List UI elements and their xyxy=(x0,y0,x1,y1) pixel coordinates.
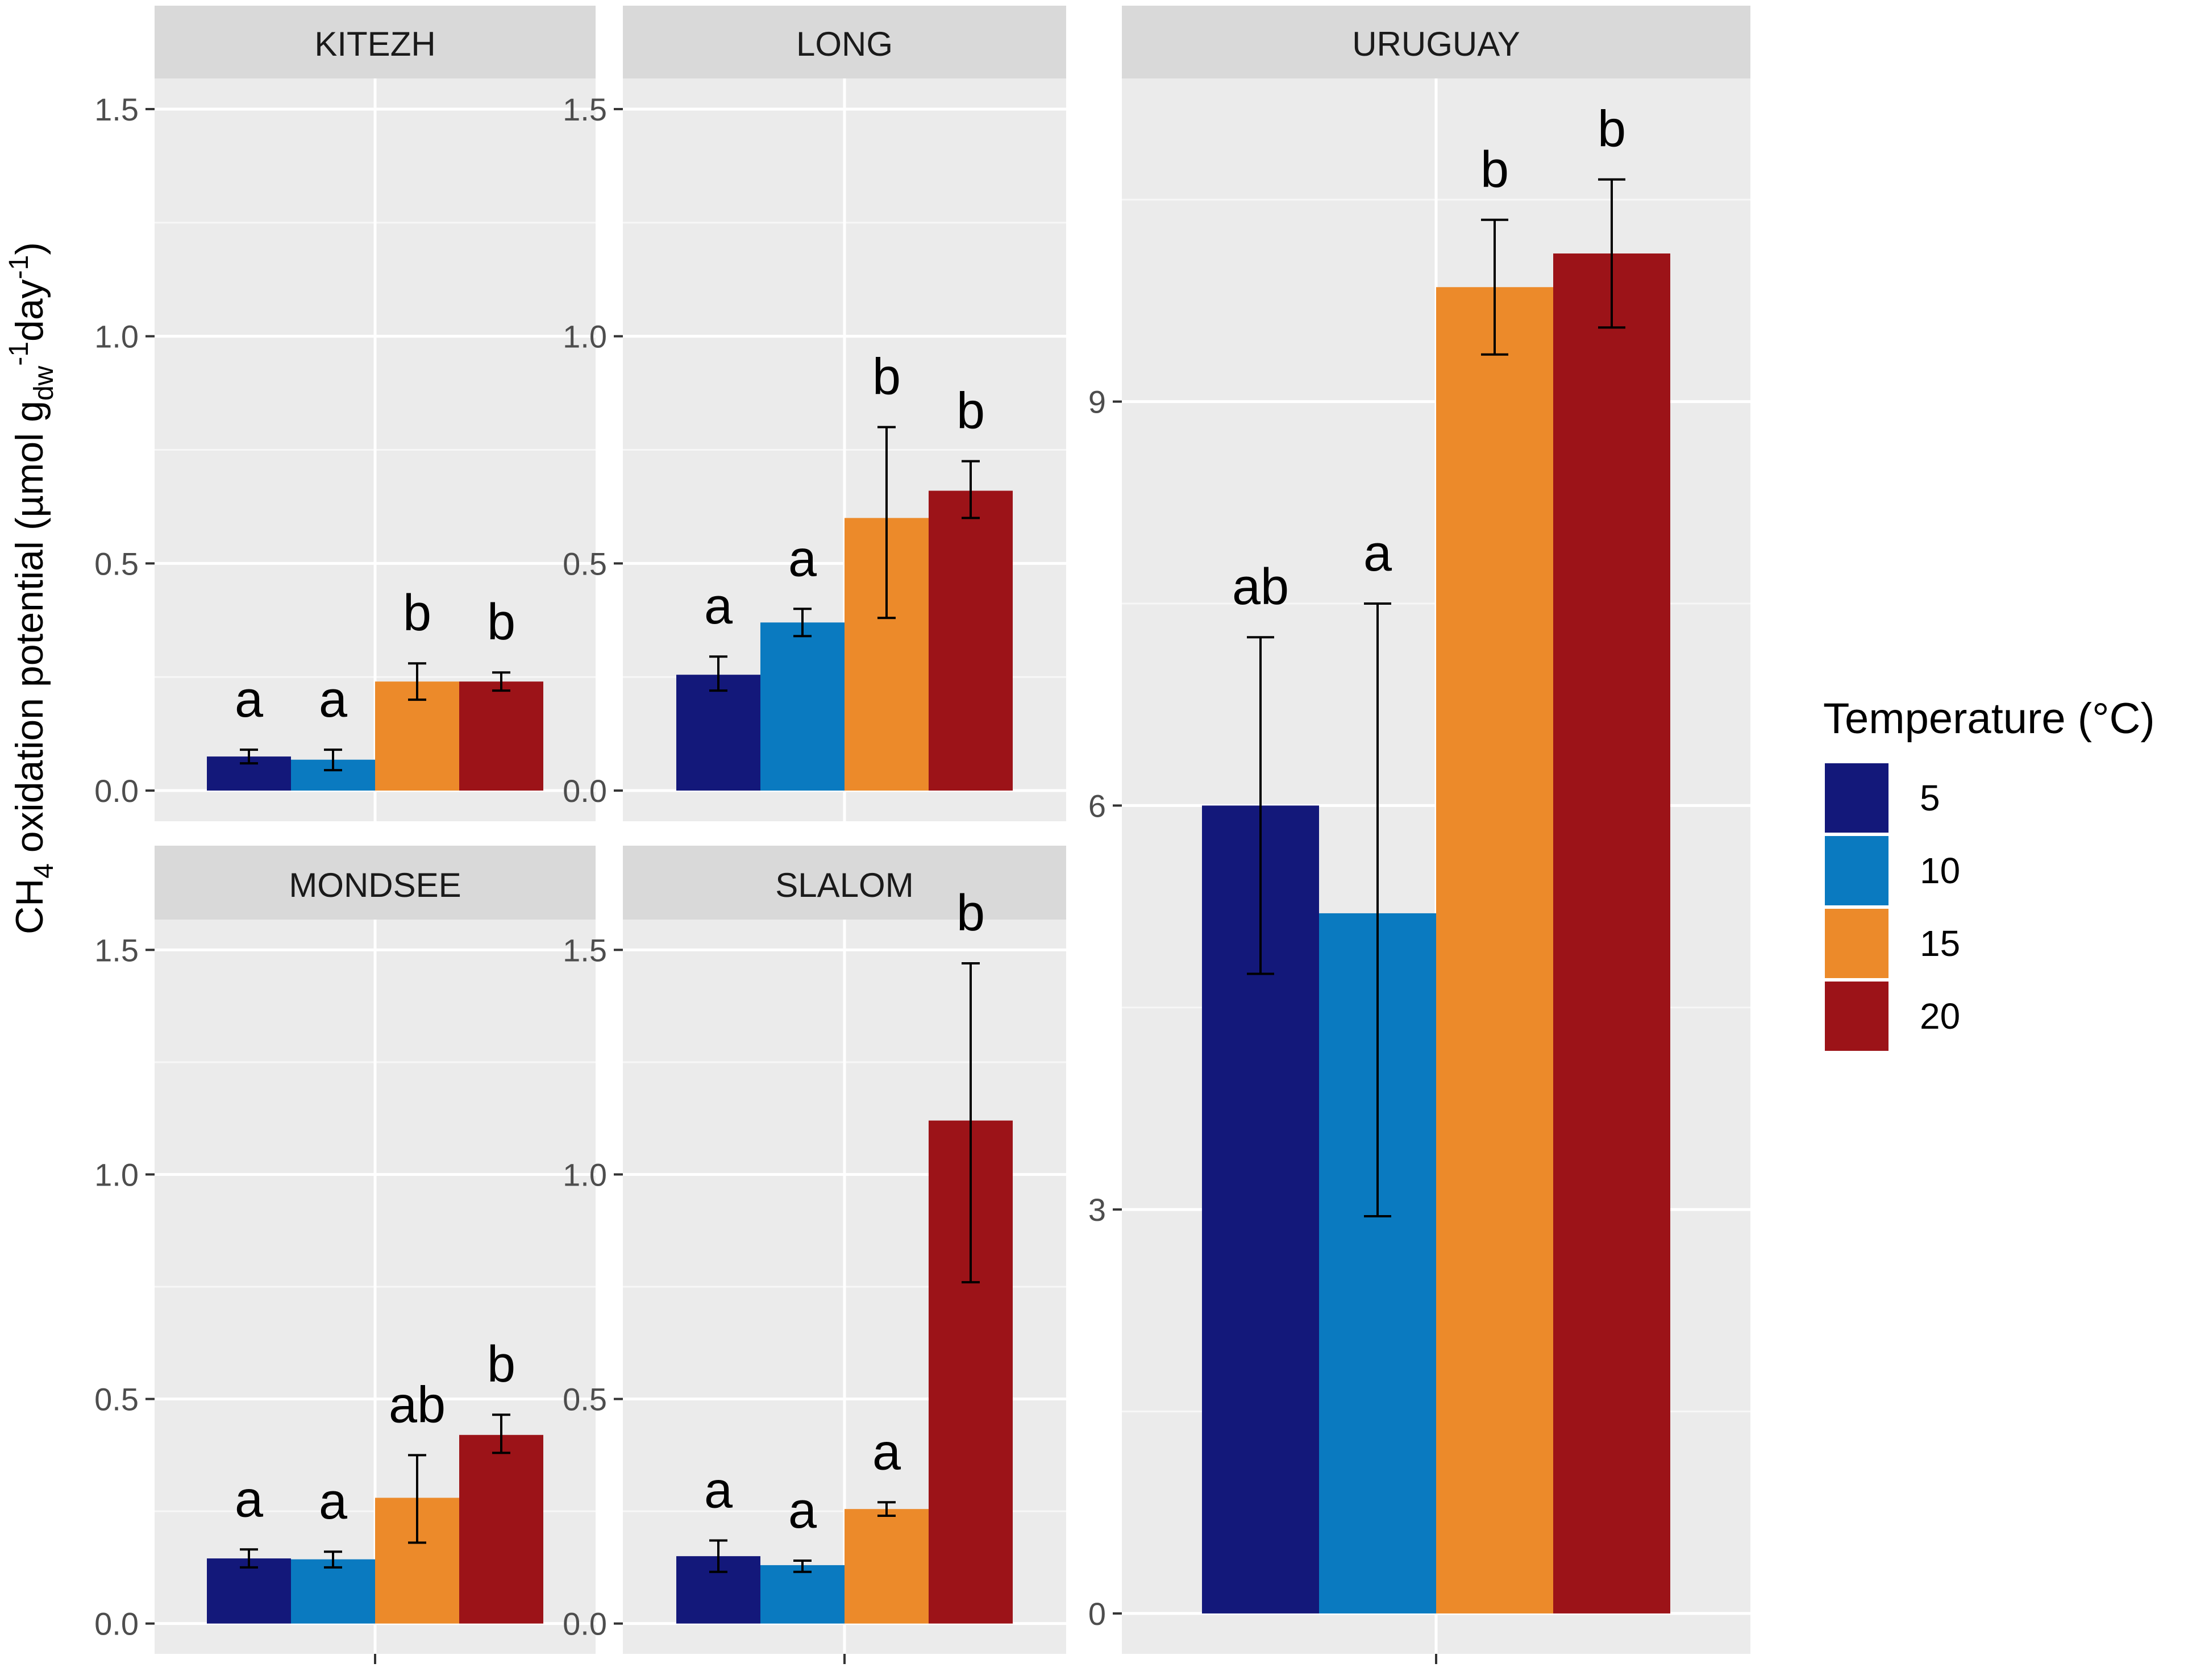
y-tick-label-uruguay: 9 xyxy=(1088,384,1106,420)
y-tick-label-kitezh: 1.5 xyxy=(94,92,139,127)
y-tick-label-long: 0.5 xyxy=(563,546,607,581)
y-tick-label-uruguay: 0 xyxy=(1088,1596,1106,1632)
y-axis-title-main: oxidation potential (µmol g xyxy=(8,401,51,863)
legend-label-10: 10 xyxy=(1920,850,1960,891)
y-tick-label-mondsee: 0.5 xyxy=(94,1382,139,1417)
y-tick-label-slalom: 0.5 xyxy=(563,1382,607,1417)
significance-letter-kitezh-20c: b xyxy=(487,594,515,651)
y-axis-title-ch4-subscript: 4 xyxy=(29,863,59,879)
significance-letter-long-5c: a xyxy=(704,578,733,635)
significance-letter-kitezh-5c: a xyxy=(235,671,264,728)
strip-slalom xyxy=(623,846,1066,920)
y-tick-label-uruguay: 3 xyxy=(1088,1192,1106,1228)
strip-label-kitezh: KITEZH xyxy=(314,25,435,63)
significance-letter-uruguay-20c: b xyxy=(1598,101,1626,158)
significance-letter-mondsee-5c: a xyxy=(235,1471,264,1528)
y-tick-label-kitezh: 0.5 xyxy=(94,546,139,581)
strip-kitezh xyxy=(155,6,596,78)
y-tick-label-mondsee: 0.0 xyxy=(94,1606,139,1642)
bar-uruguay-20c xyxy=(1553,253,1670,1614)
strip-label-slalom: SLALOM xyxy=(775,866,913,904)
y-tick-label-long: 1.5 xyxy=(563,92,607,127)
y-tick-label-kitezh: 1.0 xyxy=(94,319,139,355)
strip-long xyxy=(623,6,1066,78)
y-axis-title-dw-subscript: dw xyxy=(29,365,59,401)
y-tick-label-mondsee: 1.0 xyxy=(94,1157,139,1192)
legend-key-15 xyxy=(1821,905,1892,982)
significance-letter-mondsee-20c: b xyxy=(487,1336,515,1393)
legend-key-5 xyxy=(1821,760,1892,836)
y-axis-title-day-exponent: -1 xyxy=(4,255,34,280)
facet-long: LONG 0.0 0.5 1.0 1.5 aa bb xyxy=(563,6,1066,821)
bar-slalom-10c xyxy=(760,1565,845,1624)
significance-letter-uruguay-15c: b xyxy=(1480,142,1509,198)
legend: Temperature (°C) 5 10 15 20 xyxy=(1821,695,2155,1054)
significance-letter-slalom-5c: a xyxy=(704,1462,733,1519)
significance-letter-long-10c: a xyxy=(788,530,817,587)
strip-label-uruguay: URUGUAY xyxy=(1352,25,1520,63)
significance-letter-slalom-15c: a xyxy=(872,1424,901,1481)
significance-letter-slalom-20c: b xyxy=(956,885,985,942)
y-axis-title: CH4 oxidation potential (µmol gdw-1day-1… xyxy=(4,242,59,934)
y-tick-label-long: 1.0 xyxy=(563,319,607,355)
significance-letter-slalom-10c: a xyxy=(788,1482,817,1539)
significance-letter-kitezh-10c: a xyxy=(319,671,348,728)
y-tick-label-mondsee: 1.5 xyxy=(94,932,139,968)
bar-mondsee-20c xyxy=(459,1434,543,1624)
bar-long-10c xyxy=(760,622,845,791)
bar-kitezh-20c xyxy=(459,681,543,791)
legend-label-15: 15 xyxy=(1920,923,1960,964)
bar-uruguay-15c xyxy=(1436,287,1553,1614)
y-tick-label-uruguay: 6 xyxy=(1088,788,1106,824)
y-axis-title-close: ) xyxy=(8,242,51,255)
legend-key-10 xyxy=(1821,833,1892,909)
y-axis-title-day: day xyxy=(8,279,51,342)
y-tick-label-kitezh: 0.0 xyxy=(94,773,139,809)
y-axis-title-minus-one-exponent: -1 xyxy=(4,342,34,366)
strip-label-long: LONG xyxy=(796,25,893,63)
y-tick-label-slalom: 0.0 xyxy=(563,1606,607,1642)
bar-slalom-15c xyxy=(845,1509,929,1624)
legend-title: Temperature (°C) xyxy=(1823,695,2155,743)
bar-mondsee-10c xyxy=(291,1559,375,1624)
significance-letter-long-20c: b xyxy=(956,382,985,439)
y-axis-title-ch: CH xyxy=(8,879,51,934)
significance-letter-long-15c: b xyxy=(872,349,901,406)
significance-letter-uruguay-5c: ab xyxy=(1232,559,1289,616)
significance-letter-mondsee-10c: a xyxy=(319,1473,348,1530)
bar-mondsee-5c xyxy=(207,1558,291,1624)
legend-label-20: 20 xyxy=(1920,996,1960,1037)
significance-letter-mondsee-15c: ab xyxy=(389,1377,446,1433)
strip-mondsee xyxy=(155,846,596,920)
bar-long-5c xyxy=(676,675,760,791)
significance-letter-uruguay-10c: a xyxy=(1363,525,1392,582)
y-tick-label-slalom: 1.5 xyxy=(563,932,607,968)
bar-long-20c xyxy=(929,490,1013,791)
strip-label-mondsee: MONDSEE xyxy=(289,866,461,904)
legend-key-20 xyxy=(1821,978,1892,1054)
y-tick-label-slalom: 1.0 xyxy=(563,1157,607,1192)
y-tick-label-long: 0.0 xyxy=(563,773,607,809)
strip-uruguay xyxy=(1122,6,1750,78)
significance-letter-kitezh-15c: b xyxy=(403,585,431,642)
legend-label-5: 5 xyxy=(1920,777,1940,818)
